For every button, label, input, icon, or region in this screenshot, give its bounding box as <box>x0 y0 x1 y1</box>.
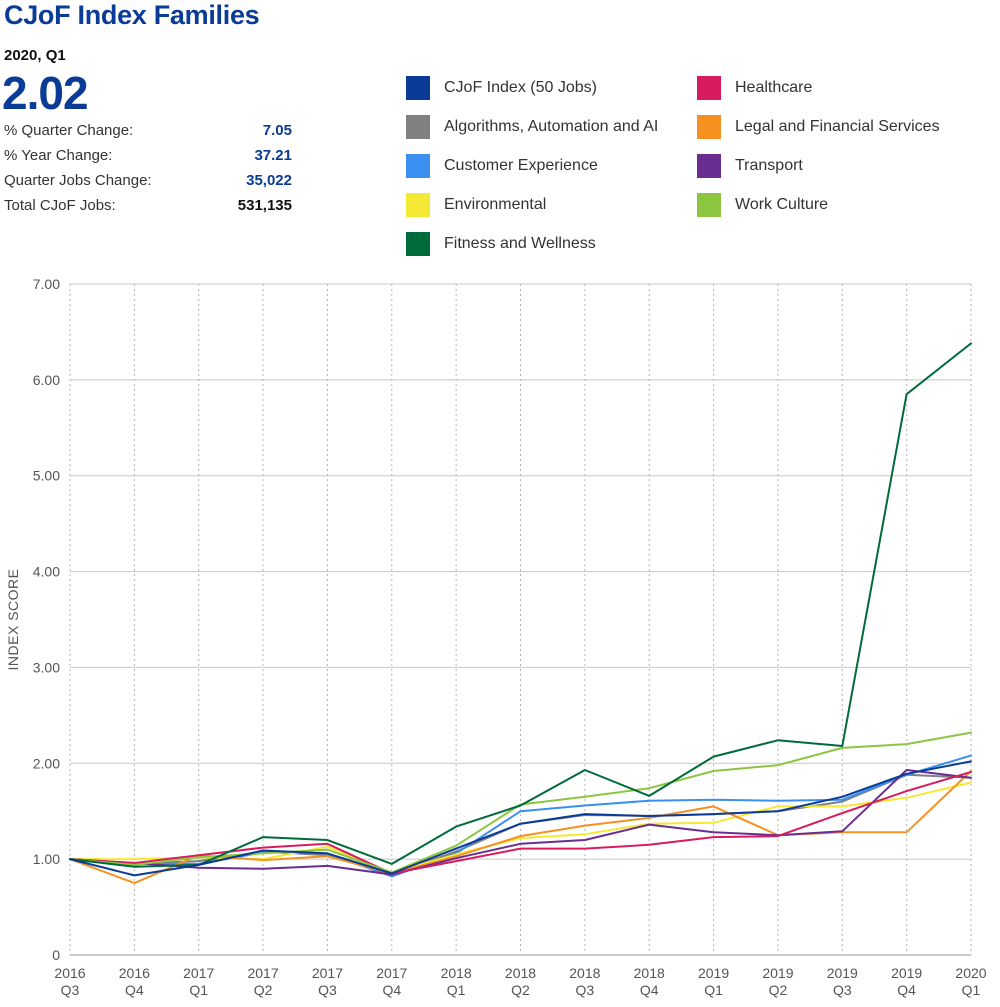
stat-row-year-change: % Year Change: 37.21 <box>4 143 292 168</box>
x-tick-label-year: 2017 <box>312 965 343 981</box>
legend-item: Customer Experience <box>406 153 598 179</box>
legend-swatch <box>697 115 721 139</box>
series-line <box>69 342 972 868</box>
legend-swatch <box>406 193 430 217</box>
x-tick-label-quarter: Q2 <box>511 982 530 998</box>
legend-label: Work Culture <box>735 196 829 213</box>
y-axis-label: INDEX SCORE <box>5 569 21 671</box>
legend-label: Environmental <box>444 196 547 213</box>
legend-swatch <box>697 154 721 178</box>
stat-row-quarter-change: % Quarter Change: 7.05 <box>4 118 292 143</box>
x-tick-label-quarter: Q3 <box>318 982 337 998</box>
x-tick-label-year: 2016 <box>54 965 85 981</box>
legend-item: Healthcare <box>697 75 812 101</box>
stat-value: 7.05 <box>262 122 292 139</box>
x-tick-label-quarter: Q4 <box>897 982 916 998</box>
x-tick-label-quarter: Q4 <box>640 982 659 998</box>
legend-label: Fitness and Wellness <box>444 235 596 252</box>
series-line <box>69 760 972 877</box>
x-tick-label-quarter: Q1 <box>447 982 466 998</box>
legend-label: Healthcare <box>735 79 813 96</box>
stat-value: 35,022 <box>246 172 292 189</box>
x-tick-label-quarter: Q3 <box>576 982 595 998</box>
series-line <box>69 770 972 875</box>
x-tick-label-quarter: Q2 <box>254 982 273 998</box>
legend-swatch <box>406 232 430 256</box>
stat-value: 531,135 <box>237 197 292 214</box>
line-chart: 01.002.003.004.005.006.007.002016Q32016Q… <box>5 276 987 998</box>
y-tick-label: 5.00 <box>33 468 60 484</box>
x-tick-label-year: 2018 <box>505 965 536 981</box>
x-tick-label-quarter: Q2 <box>769 982 788 998</box>
series-line <box>69 770 972 885</box>
x-tick-label-quarter: Q1 <box>189 982 208 998</box>
legend-swatch <box>406 154 430 178</box>
stat-row-jobs-change: Quarter Jobs Change: 35,022 <box>4 168 292 193</box>
stat-label: % Year Change: <box>4 147 113 164</box>
y-tick-label: 2.00 <box>33 755 60 771</box>
x-tick-label-quarter: Q3 <box>833 982 852 998</box>
x-tick-label-year: 2020 <box>955 965 986 981</box>
x-tick-label-quarter: Q4 <box>382 982 401 998</box>
x-tick-label-year: 2017 <box>247 965 278 981</box>
legend-item: CJoF Index (50 Jobs) <box>406 75 597 101</box>
legend-item: Environmental <box>406 192 546 218</box>
period-label: 2020, Q1 <box>4 47 66 64</box>
y-tick-label: 7.00 <box>33 276 60 292</box>
y-tick-label: 3.00 <box>33 659 60 675</box>
y-tick-label: 1.00 <box>33 851 60 867</box>
legend-swatch <box>406 115 430 139</box>
legend-label: Transport <box>735 157 803 174</box>
legend-swatch <box>697 76 721 100</box>
x-tick-label-year: 2017 <box>183 965 214 981</box>
x-tick-label-year: 2017 <box>376 965 407 981</box>
stats-table: % Quarter Change: 7.05 % Year Change: 37… <box>4 118 292 218</box>
stat-label: Total CJoF Jobs: <box>4 197 116 214</box>
y-tick-label: 0 <box>52 947 60 963</box>
x-tick-label-quarter: Q4 <box>125 982 144 998</box>
legend-item: Transport <box>697 153 803 179</box>
x-tick-label-year: 2018 <box>569 965 600 981</box>
y-tick-label: 4.00 <box>33 564 60 580</box>
page-title: CJoF Index Families <box>4 0 260 30</box>
legend-item: Fitness and Wellness <box>406 231 596 257</box>
legend-label: Customer Experience <box>444 157 598 174</box>
x-tick-label-year: 2019 <box>762 965 793 981</box>
stat-row-total-jobs: Total CJoF Jobs: 531,135 <box>4 193 292 218</box>
stat-value: 37.21 <box>254 147 292 164</box>
x-tick-label-year: 2019 <box>698 965 729 981</box>
y-tick-label: 6.00 <box>33 372 60 388</box>
legend-label: Legal and Financial Services <box>735 118 940 135</box>
x-tick-label-quarter: Q3 <box>61 982 80 998</box>
x-tick-label-quarter: Q1 <box>704 982 723 998</box>
index-value: 2.02 <box>2 67 89 119</box>
legend-label: Algorithms, Automation and AI <box>444 118 659 135</box>
stat-label: Quarter Jobs Change: <box>4 172 152 189</box>
legend-item: Work Culture <box>697 192 828 218</box>
x-tick-label-year: 2019 <box>827 965 858 981</box>
legend-item: Algorithms, Automation and AI <box>406 114 658 140</box>
chart-legend: CJoF Index (50 Jobs) Algorithms, Automati… <box>406 75 996 265</box>
x-tick-label-year: 2018 <box>441 965 472 981</box>
x-tick-label-quarter: Q1 <box>962 982 981 998</box>
x-tick-label-year: 2018 <box>634 965 665 981</box>
x-tick-label-year: 2016 <box>119 965 150 981</box>
legend-swatch <box>406 76 430 100</box>
series-line <box>69 769 972 876</box>
x-tick-label-year: 2019 <box>891 965 922 981</box>
legend-item: Legal and Financial Services <box>697 114 940 140</box>
legend-swatch <box>697 193 721 217</box>
legend-label: CJoF Index (50 Jobs) <box>444 79 597 96</box>
stat-label: % Quarter Change: <box>4 122 134 139</box>
